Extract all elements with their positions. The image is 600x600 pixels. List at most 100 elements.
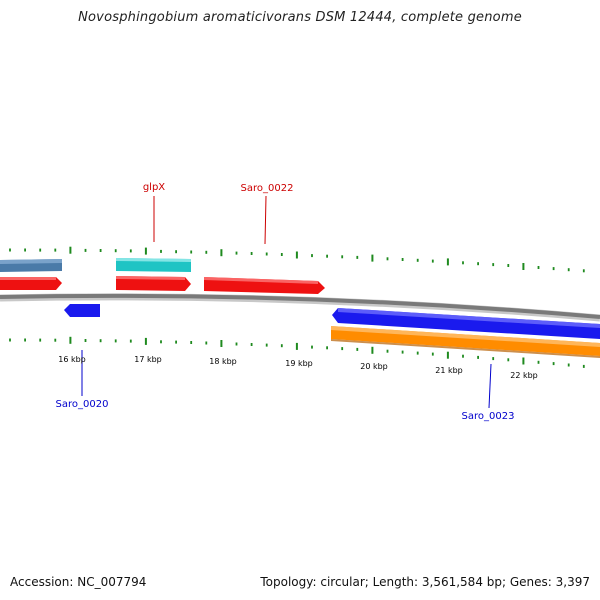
inner-minor-tick [356,347,359,351]
saro-0020-label[interactable]: Saro_0020 [56,399,109,410]
gene-highlight [331,326,600,347]
accession-text: Accession: NC_007794 [10,575,147,589]
outer-minor-tick [205,250,208,254]
outer-minor-tick [326,254,328,258]
inner-minor-tick [175,340,177,344]
inner-minor-tick [205,341,208,345]
inner-minor-tick [341,347,344,351]
inner-major-tick [295,342,298,350]
outer-minor-tick [552,267,555,271]
inner-major-tick [69,336,72,344]
saro-0020-gene-arrow[interactable] [64,304,100,317]
glpx-label[interactable]: glpX [143,182,165,193]
outer-minor-tick [84,248,87,252]
outer-minor-tick [265,252,268,256]
gene-highlight [0,277,56,280]
inner-minor-tick [507,358,510,362]
outer-minor-tick [356,255,359,259]
outer-minor-tick [24,248,26,252]
outer-minor-tick [250,252,253,255]
red-gene-arrow-1[interactable] [0,277,62,290]
outer-minor-tick [160,249,162,253]
inner-minor-tick [160,340,162,344]
inner-minor-tick [235,342,238,346]
scale-tick-labels: 16 kbp 17 kbp 18 kbp 19 kbp 20 kbp 21 kb… [58,355,538,380]
outer-major-tick [522,263,525,270]
saro-0023-gene-arrow[interactable] [332,308,600,339]
tick-label-22: 22 kbp [510,371,538,380]
outer-minor-tick [235,251,238,255]
inner-minor-tick [39,338,42,342]
inner-minor-tick [265,343,268,347]
outer-minor-tick [280,253,283,256]
inner-minor-tick [24,338,26,342]
genome-backbone [0,293,600,319]
tick-label-19: 19 kbp [285,359,313,368]
outer-major-tick [220,249,223,257]
inner-minor-tick [250,343,253,346]
outer-minor-tick [507,264,510,267]
outer-major-tick [371,254,374,262]
saro-0023-label[interactable]: Saro_0023 [462,411,515,422]
inner-minor-tick [582,364,585,368]
gene-highlight [116,276,185,280]
saro-0022-label[interactable]: Saro_0022 [241,183,294,194]
inner-minor-tick [54,338,57,342]
inner-major-tick [371,346,374,354]
saro-0023-leader-line [488,363,492,409]
map-title: Novosphingobium aromaticivorans DSM 1244… [78,10,522,25]
inner-minor-tick [114,339,117,343]
outer-major-tick [144,247,147,255]
inner-minor-tick [84,339,87,342]
inner-minor-tick [326,346,328,350]
outer-minor-tick [39,248,42,252]
inner-minor-tick [552,362,555,366]
inner-minor-tick [492,357,495,361]
genome-summary-text: Topology: circular; Length: 3,561,584 bp… [260,575,590,589]
inner-minor-tick [99,339,102,343]
gene-shadow [331,339,600,358]
forward-track-inner [0,276,325,294]
inner-tick-marks [9,336,585,368]
inner-minor-tick [280,344,283,348]
outer-minor-tick [431,259,434,263]
outer-minor-tick [537,266,540,269]
inner-minor-tick [431,352,434,356]
outer-major-tick [446,258,449,266]
saro-0022-leader-line [264,195,267,245]
outer-minor-tick [462,261,464,265]
outer-minor-tick [129,249,132,253]
outer-minor-tick [190,250,193,254]
tick-label-16: 16 kbp [58,355,86,364]
gene-highlight [204,277,318,284]
outer-minor-tick [341,255,344,259]
outer-minor-tick [114,249,117,253]
inner-minor-tick [190,341,193,344]
inner-minor-tick [477,355,479,359]
outer-minor-tick [386,257,389,261]
inner-major-tick [220,340,223,347]
outer-major-tick [69,246,72,254]
reverse-track [64,304,600,358]
inner-minor-tick [311,345,313,349]
outer-tick-marks [9,246,585,273]
outer-major-tick [295,251,298,259]
inner-minor-tick [129,339,132,343]
tick-label-20: 20 kbp [360,362,388,371]
tick-label-21: 21 kbp [435,366,463,375]
outer-minor-tick [582,269,585,273]
tick-label-17: 17 kbp [134,355,162,364]
outer-minor-tick [416,258,419,262]
inner-minor-tick [462,354,464,358]
outer-minor-tick [477,262,479,266]
gene-highlight [116,258,191,262]
gene-highlight [0,259,62,264]
gene-highlight [338,308,600,328]
outer-minor-tick [54,248,57,252]
tick-label-18: 18 kbp [209,357,237,366]
outer-minor-tick [9,248,11,252]
outer-minor-tick [401,258,404,261]
outer-minor-tick [311,254,313,258]
inner-minor-tick [537,360,540,364]
